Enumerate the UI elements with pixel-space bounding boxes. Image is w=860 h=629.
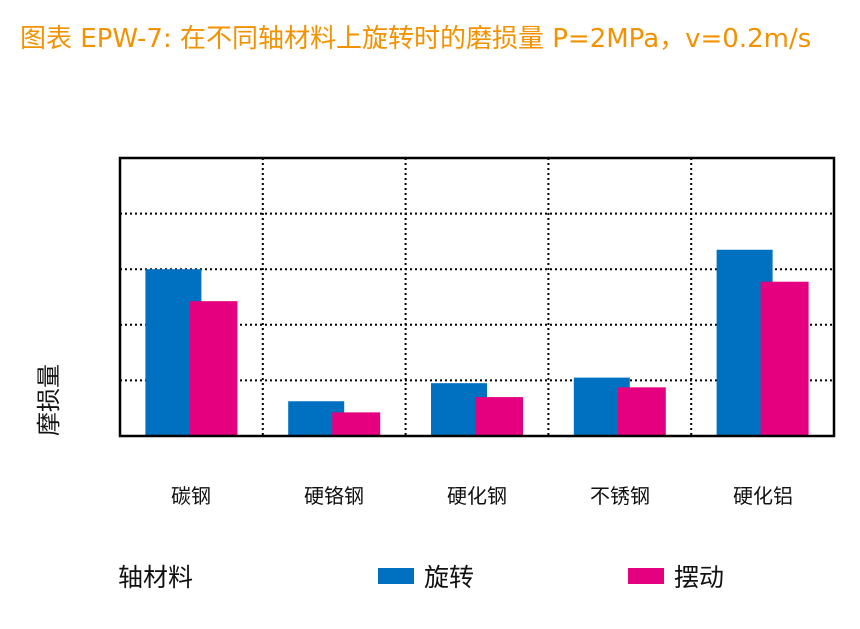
bar-1-1 — [332, 412, 380, 436]
legend-item-rotation: 旋转 — [378, 558, 474, 594]
chart-plot — [0, 0, 860, 629]
y-axis-label: 摩损量 — [29, 360, 59, 440]
bar-1-2 — [475, 397, 523, 436]
x-tick-label-1: 硬铬钢 — [264, 480, 404, 509]
x-tick-label-3: 不锈钢 — [550, 480, 690, 509]
x-tick-label-4: 硬化铝 — [693, 480, 833, 509]
x-tick-label-0: 碳钢 — [121, 480, 261, 509]
bar-1-0 — [189, 301, 237, 436]
legend-swatch-rotation — [378, 568, 414, 584]
x-tick-label-2: 硬化钢 — [407, 480, 547, 509]
legend-item-oscillation: 摆动 — [628, 558, 724, 594]
x-axis-label: 轴材料 — [118, 558, 193, 594]
legend-swatch-oscillation — [628, 568, 664, 584]
bar-1-3 — [618, 387, 666, 436]
bar-1-4 — [761, 282, 809, 436]
legend-label-rotation: 旋转 — [424, 558, 474, 594]
legend-label-oscillation: 摆动 — [674, 558, 724, 594]
